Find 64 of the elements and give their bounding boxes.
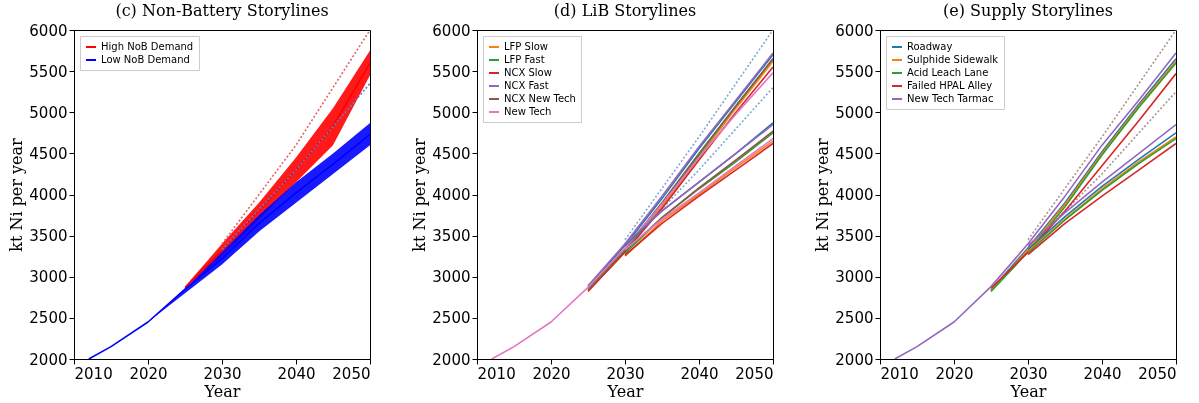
y-tick-label: 3500 [432,227,471,246]
y-tick-label: 2500 [432,309,471,328]
y-tick-label: 5000 [432,103,471,122]
legend-label: Sulphide Sidewalk [907,54,999,65]
x-tick-label: 2020 [532,364,571,383]
y-tick-label: 4000 [29,186,68,204]
legend-label: New Tech [504,106,552,117]
y-tick-label: 5500 [835,62,874,81]
legend-label: LFP Slow [504,41,548,52]
y-tick-label: 4500 [835,144,874,163]
y-tick-label: 2000 [432,350,471,369]
y-tick-label: 2500 [29,309,68,328]
x-tick-label: 2010 [477,364,516,383]
legend-label: Roadway [907,41,953,52]
y-tick-label: 5500 [29,62,68,81]
legend-label: Failed HPAL Alley [907,80,993,91]
x-tick-label: 2010 [74,364,113,383]
y-tick-label: 5000 [835,103,874,122]
y-tick-label: 5500 [432,62,471,81]
legend-label: Acid Leach Lane [907,67,989,78]
x-tick-label: 2050 [1138,364,1177,383]
legend-label: New Tech Tarmac [907,93,994,104]
legend-label: Low NoB Demand [101,54,190,65]
y-tick-label: 2000 [835,350,874,369]
y-tick-label: 3000 [432,268,471,287]
x-tick-label: 2050 [735,364,774,383]
chart-title: (c) Non-Battery Storylines [115,1,329,20]
x-tick-label: 2040 [277,364,316,383]
x-tick-label: 2030 [203,364,242,383]
y-tick-label: 3500 [835,227,874,246]
x-tick-label: 2050 [332,364,371,383]
y-axis-title: kt Ni per year [410,137,430,252]
y-axis-title: kt Ni per year [7,137,27,252]
y-tick-label: 3500 [29,227,68,246]
x-axis-title: Year [1009,381,1047,401]
legend-label: NCX New Tech [504,93,576,104]
y-tick-label: 3000 [835,268,874,287]
y-tick-label: 2500 [835,309,874,328]
y-tick-label: 2000 [29,350,68,369]
y-tick-label: 4500 [29,144,68,163]
legend-label: High NoB Demand [101,41,194,52]
y-tick-label: 6000 [835,21,874,40]
y-tick-label: 5000 [29,103,68,122]
y-tick-label: 3000 [29,268,68,287]
legend-label: NCX Fast [504,80,549,91]
legend-label: LFP Fast [504,54,545,65]
y-axis-title: kt Ni per year [813,137,833,252]
y-tick-label: 6000 [29,21,68,40]
x-axis-title: Year [203,381,241,401]
x-tick-label: 2030 [606,364,645,383]
x-axis-title: Year [606,381,644,401]
x-tick-label: 2020 [129,364,168,383]
x-tick-label: 2040 [1083,364,1122,383]
y-tick-label: 6000 [432,21,471,40]
legend-label: NCX Slow [504,67,552,78]
chart-title: (e) Supply Storylines [943,1,1113,20]
x-tick-label: 2030 [1009,364,1048,383]
y-tick-label: 4500 [432,144,471,163]
y-tick-label: 4000 [432,186,471,204]
x-tick-label: 2040 [680,364,719,383]
x-tick-label: 2020 [935,364,974,383]
chart-title: (d) LiB Storylines [553,1,697,20]
y-tick-label: 4000 [835,186,874,204]
x-tick-label: 2010 [880,364,919,383]
